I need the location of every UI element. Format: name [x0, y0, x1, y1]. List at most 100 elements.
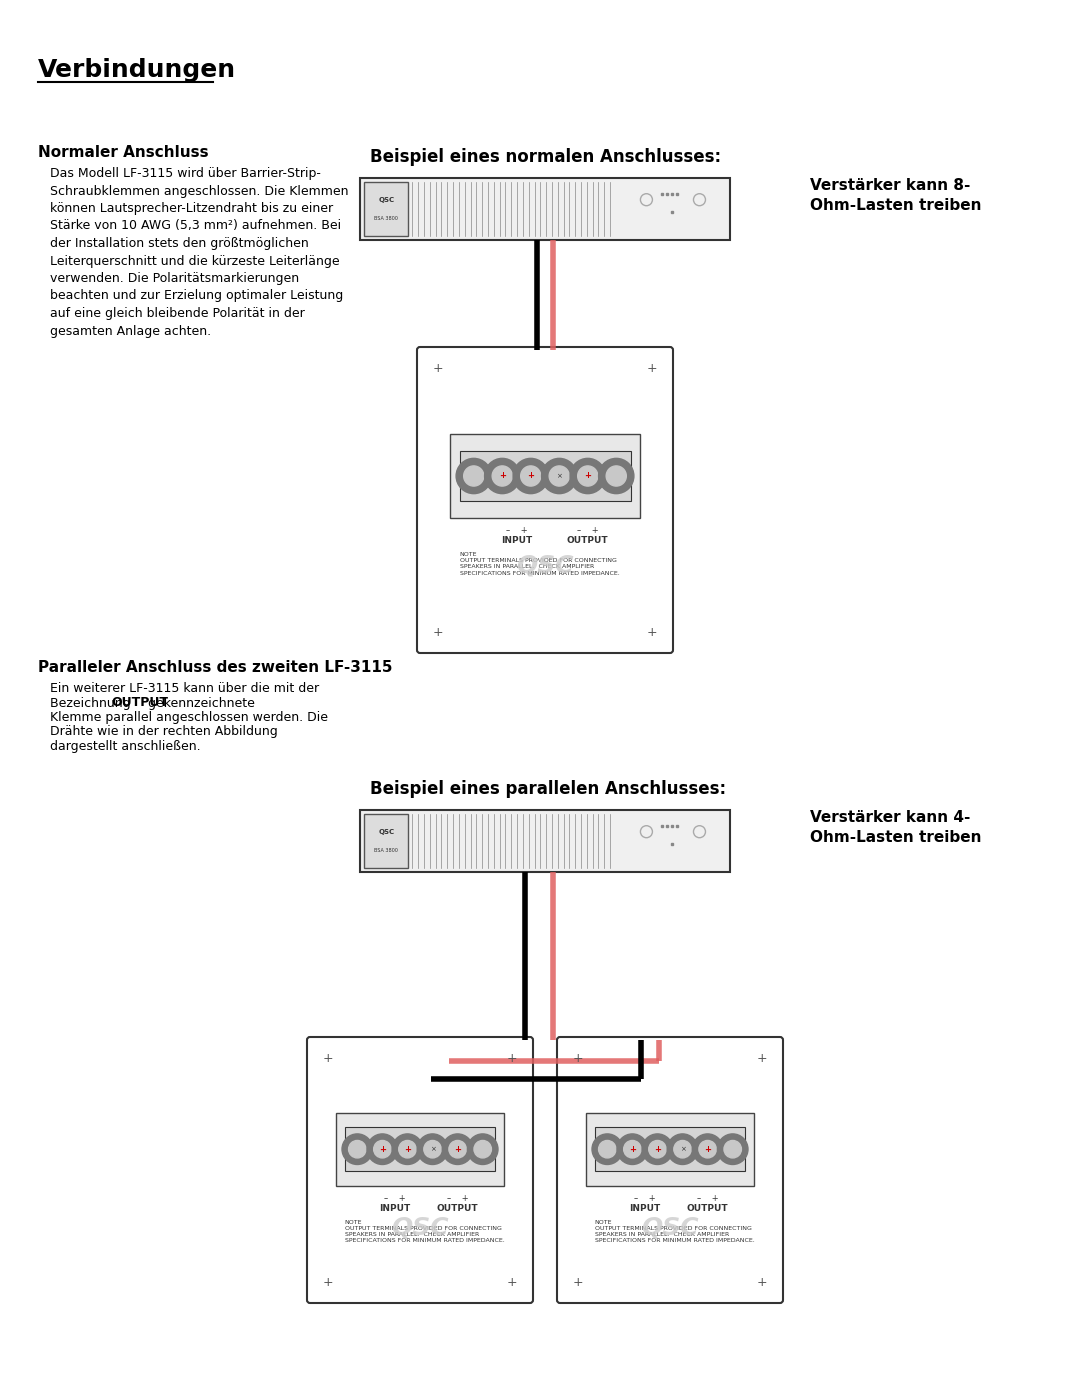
Text: Verbindungen: Verbindungen [38, 59, 237, 82]
Circle shape [667, 1134, 698, 1165]
Text: +: + [507, 1275, 517, 1288]
Circle shape [598, 458, 634, 493]
Circle shape [456, 458, 491, 493]
Bar [336, 1113, 503, 1186]
Circle shape [606, 467, 626, 486]
Text: QSC: QSC [642, 1215, 699, 1239]
Text: +: + [572, 1052, 583, 1065]
Text: –    +: – + [447, 1193, 469, 1203]
Bar [360, 810, 730, 872]
Circle shape [699, 1140, 716, 1158]
Text: OUTPUT: OUTPUT [111, 697, 168, 710]
Circle shape [417, 1134, 448, 1165]
Circle shape [617, 1134, 648, 1165]
Circle shape [578, 467, 598, 486]
Text: QSC: QSC [378, 828, 394, 834]
Text: NOTE
OUTPUT TERMINALS PROVIDED FOR CONNECTING
SPEAKERS IN PARALLEL.  CHECK AMPLI: NOTE OUTPUT TERMINALS PROVIDED FOR CONNE… [459, 552, 619, 576]
Text: NOTE
OUTPUT TERMINALS PROVIDED FOR CONNECTING
SPEAKERS IN PARALLEL.  CHECK AMPLI: NOTE OUTPUT TERMINALS PROVIDED FOR CONNE… [595, 1220, 755, 1243]
Text: +: + [404, 1144, 411, 1154]
Text: OUTPUT: OUTPUT [567, 536, 608, 545]
Text: INPUT: INPUT [501, 536, 532, 545]
Text: ×: × [430, 1146, 435, 1153]
Circle shape [392, 1134, 422, 1165]
Bar [586, 1113, 754, 1186]
Text: QSC: QSC [516, 555, 573, 578]
Text: –    +: – + [577, 527, 598, 535]
FancyBboxPatch shape [307, 1037, 534, 1303]
Circle shape [549, 467, 569, 486]
Text: Normaler Anschluss: Normaler Anschluss [38, 145, 208, 161]
Circle shape [399, 1140, 416, 1158]
Text: Beispiel eines normalen Anschlusses:: Beispiel eines normalen Anschlusses: [370, 148, 721, 166]
Circle shape [449, 1140, 467, 1158]
Circle shape [463, 467, 484, 486]
Circle shape [474, 1140, 491, 1158]
Text: +: + [629, 1144, 636, 1154]
Bar [450, 434, 640, 518]
Text: OUTPUT: OUTPUT [436, 1204, 478, 1213]
Circle shape [485, 458, 519, 493]
Text: BSA 3800: BSA 3800 [375, 215, 399, 221]
Circle shape [342, 1134, 373, 1165]
Text: Klemme parallel angeschlossen werden. Die: Klemme parallel angeschlossen werden. Di… [50, 711, 328, 724]
Circle shape [623, 1140, 642, 1158]
Circle shape [592, 1134, 622, 1165]
Text: Paralleler Anschluss des zweiten LF-3115: Paralleler Anschluss des zweiten LF-3115 [38, 659, 392, 675]
Text: Das Modell LF-3115 wird über Barrier-Strip-
Schraubklemmen angeschlossen. Die Kl: Das Modell LF-3115 wird über Barrier-Str… [50, 168, 349, 338]
Text: +: + [647, 626, 658, 638]
Text: Drähte wie in der rechten Abbildung: Drähte wie in der rechten Abbildung [50, 725, 278, 739]
Text: +: + [433, 626, 443, 638]
Text: +: + [323, 1052, 334, 1065]
Circle shape [367, 1134, 397, 1165]
Text: ×: × [679, 1146, 686, 1153]
Circle shape [570, 458, 606, 493]
Text: +: + [757, 1052, 767, 1065]
Bar [360, 177, 730, 240]
Circle shape [468, 1134, 498, 1165]
Bar [345, 1127, 496, 1171]
Circle shape [674, 1140, 691, 1158]
Text: QSC: QSC [378, 197, 394, 203]
Circle shape [649, 1140, 666, 1158]
Circle shape [443, 1134, 473, 1165]
Text: Verstärker kann 8-
Ohm-Lasten treiben: Verstärker kann 8- Ohm-Lasten treiben [810, 177, 982, 212]
FancyBboxPatch shape [417, 346, 673, 652]
Circle shape [513, 458, 549, 493]
Text: +: + [527, 472, 535, 481]
Text: Bezeichnung: Bezeichnung [50, 697, 135, 710]
Text: –    +: – + [697, 1193, 718, 1203]
Text: –    +: – + [634, 1193, 656, 1203]
Circle shape [492, 467, 512, 486]
Circle shape [692, 1134, 723, 1165]
Text: +: + [379, 1144, 386, 1154]
Text: OUTPUT: OUTPUT [687, 1204, 728, 1213]
Text: +: + [584, 472, 591, 481]
Bar [595, 1127, 745, 1171]
Text: –    +: – + [505, 527, 527, 535]
Text: +: + [647, 362, 658, 374]
Circle shape [724, 1140, 742, 1158]
Text: +: + [499, 472, 505, 481]
Text: +: + [433, 362, 443, 374]
Circle shape [521, 467, 541, 486]
Text: +: + [507, 1052, 517, 1065]
Text: Verstärker kann 4-
Ohm-Lasten treiben: Verstärker kann 4- Ohm-Lasten treiben [810, 810, 982, 845]
Text: +: + [704, 1144, 711, 1154]
Text: +: + [323, 1275, 334, 1288]
Text: +: + [654, 1144, 661, 1154]
Text: INPUT: INPUT [630, 1204, 661, 1213]
Text: gekennzeichnete: gekennzeichnete [145, 697, 255, 710]
Text: Beispiel eines parallelen Anschlusses:: Beispiel eines parallelen Anschlusses: [370, 780, 726, 798]
Text: +: + [572, 1275, 583, 1288]
Circle shape [643, 1134, 673, 1165]
Bar [364, 182, 408, 236]
Text: –    +: – + [384, 1193, 406, 1203]
Circle shape [541, 458, 577, 493]
Text: INPUT: INPUT [379, 1204, 410, 1213]
Text: ×: × [556, 474, 563, 479]
Text: +: + [757, 1275, 767, 1288]
Text: BSA 3800: BSA 3800 [375, 848, 399, 852]
Text: QSC: QSC [391, 1215, 449, 1239]
Bar [459, 451, 631, 502]
Bar [364, 814, 408, 868]
